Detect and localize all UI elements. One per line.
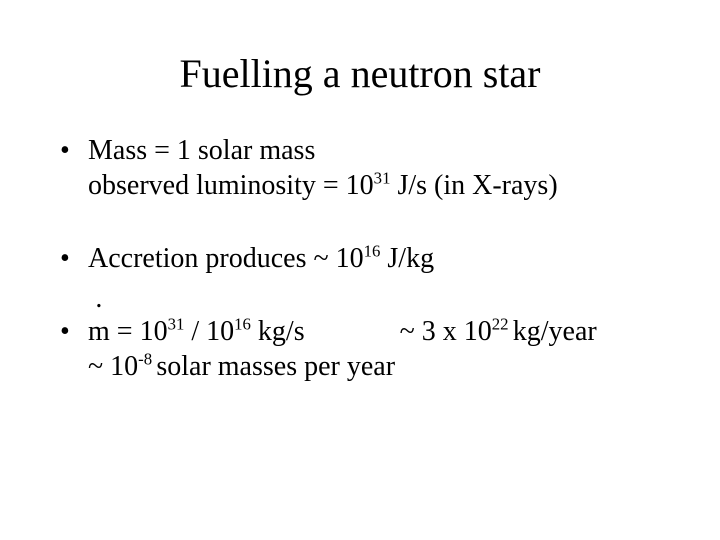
bullet-1-line-2: observed luminosity = 1031 J/s (in X-ray…	[88, 168, 660, 203]
bullet-1-line-1: Mass = 1 solar mass	[88, 135, 315, 166]
slide-title: Fuelling a neutron star	[60, 50, 660, 97]
bullet-3: .m = 1031 / 1016 kg/s~ 3 x 1022 kg/year …	[60, 314, 660, 384]
b3-l2-post: solar masses per year	[156, 351, 395, 382]
bullet-2: Accretion produces ~ 1016 J/kg	[60, 241, 660, 276]
b1-l2-pre: observed luminosity = 10	[88, 170, 374, 201]
mdot-m: m	[88, 316, 110, 347]
bullet-3-line-2: ~ 10-8 solar masses per year	[88, 349, 660, 384]
b3-mid: / 10	[184, 316, 234, 347]
b3-exp4: -8	[138, 350, 156, 369]
bullet-list: Mass = 1 solar mass observed luminosity …	[60, 133, 660, 384]
b3-eq-pre: = 10	[110, 316, 168, 347]
mdot-symbol: .m	[88, 314, 110, 349]
b3-l2-pre: ~ 10	[88, 351, 138, 382]
b3-unit1: kg/s	[251, 316, 305, 347]
bullet-1: Mass = 1 solar mass observed luminosity …	[60, 133, 660, 203]
b3-exp2: 16	[234, 315, 251, 334]
b3-unit2: kg/year	[513, 316, 597, 347]
b2-pre: Accretion produces ~ 10	[88, 243, 364, 274]
b1-l2-post: J/s (in X-rays)	[390, 170, 557, 201]
b3-exp3: 22	[492, 315, 513, 334]
b3-exp1: 31	[168, 315, 185, 334]
b3-approx-pre: ~ 3 x 10	[400, 316, 492, 347]
slide: Fuelling a neutron star Mass = 1 solar m…	[0, 0, 720, 540]
b2-post: J/kg	[380, 243, 434, 274]
b1-l2-exp: 31	[374, 169, 391, 188]
b2-exp: 16	[364, 242, 381, 261]
